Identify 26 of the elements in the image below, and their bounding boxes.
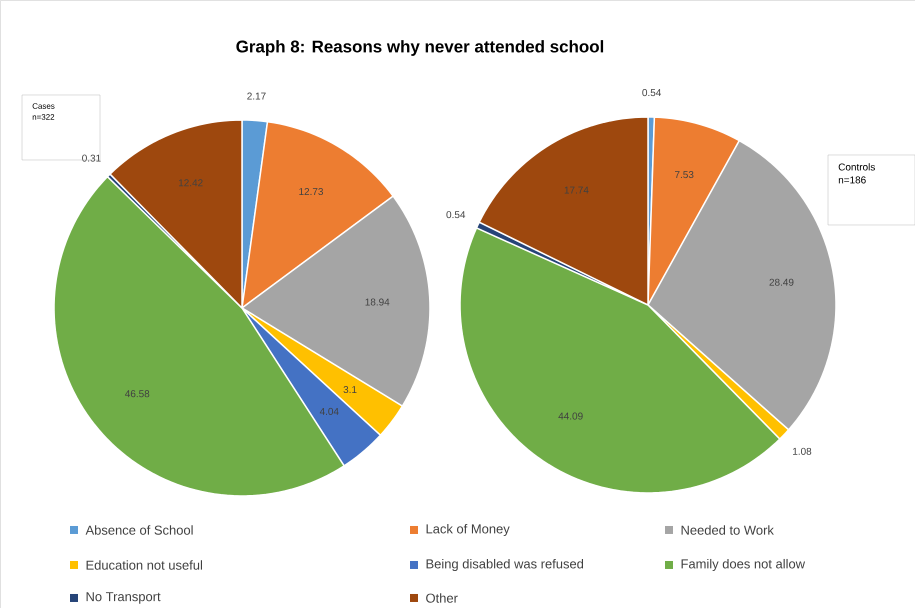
data-label: 4.04 bbox=[320, 408, 339, 415]
data-label: 17.74 bbox=[564, 186, 589, 194]
text: n=186 bbox=[838, 176, 866, 184]
text: Controls bbox=[838, 163, 875, 170]
data-label: 12.42 bbox=[178, 179, 203, 186]
data-label: 18.94 bbox=[366, 298, 390, 306]
data-label: 0.31 bbox=[82, 154, 101, 162]
chart-title: Graph 8: Reasons why never attended school bbox=[236, 40, 604, 56]
data-label: 0.54 bbox=[642, 89, 662, 96]
data-label: 1.08 bbox=[793, 448, 812, 455]
legend-label: Being disabled was refused bbox=[426, 558, 584, 572]
data-label: 7.53 bbox=[675, 171, 694, 178]
legend-label: Education not useful bbox=[86, 560, 202, 570]
legend-label: No Transport bbox=[86, 592, 161, 604]
data-label: 28.49 bbox=[769, 278, 794, 286]
data-label: 46.58 bbox=[125, 390, 150, 398]
data-label: 2.17 bbox=[247, 92, 266, 100]
data-label: 12.73 bbox=[299, 188, 324, 196]
legend-label: Needed to Work bbox=[682, 525, 774, 535]
legend-label: Family does not allow bbox=[682, 558, 806, 572]
legend-label: Absence of School bbox=[86, 525, 193, 535]
legend-label: Lack of Money bbox=[426, 524, 510, 536]
data-label: 44.09 bbox=[558, 412, 583, 420]
data-label: 0.54 bbox=[446, 211, 466, 218]
legend-label: Other bbox=[426, 593, 458, 603]
data-label: 3.1 bbox=[344, 386, 356, 394]
